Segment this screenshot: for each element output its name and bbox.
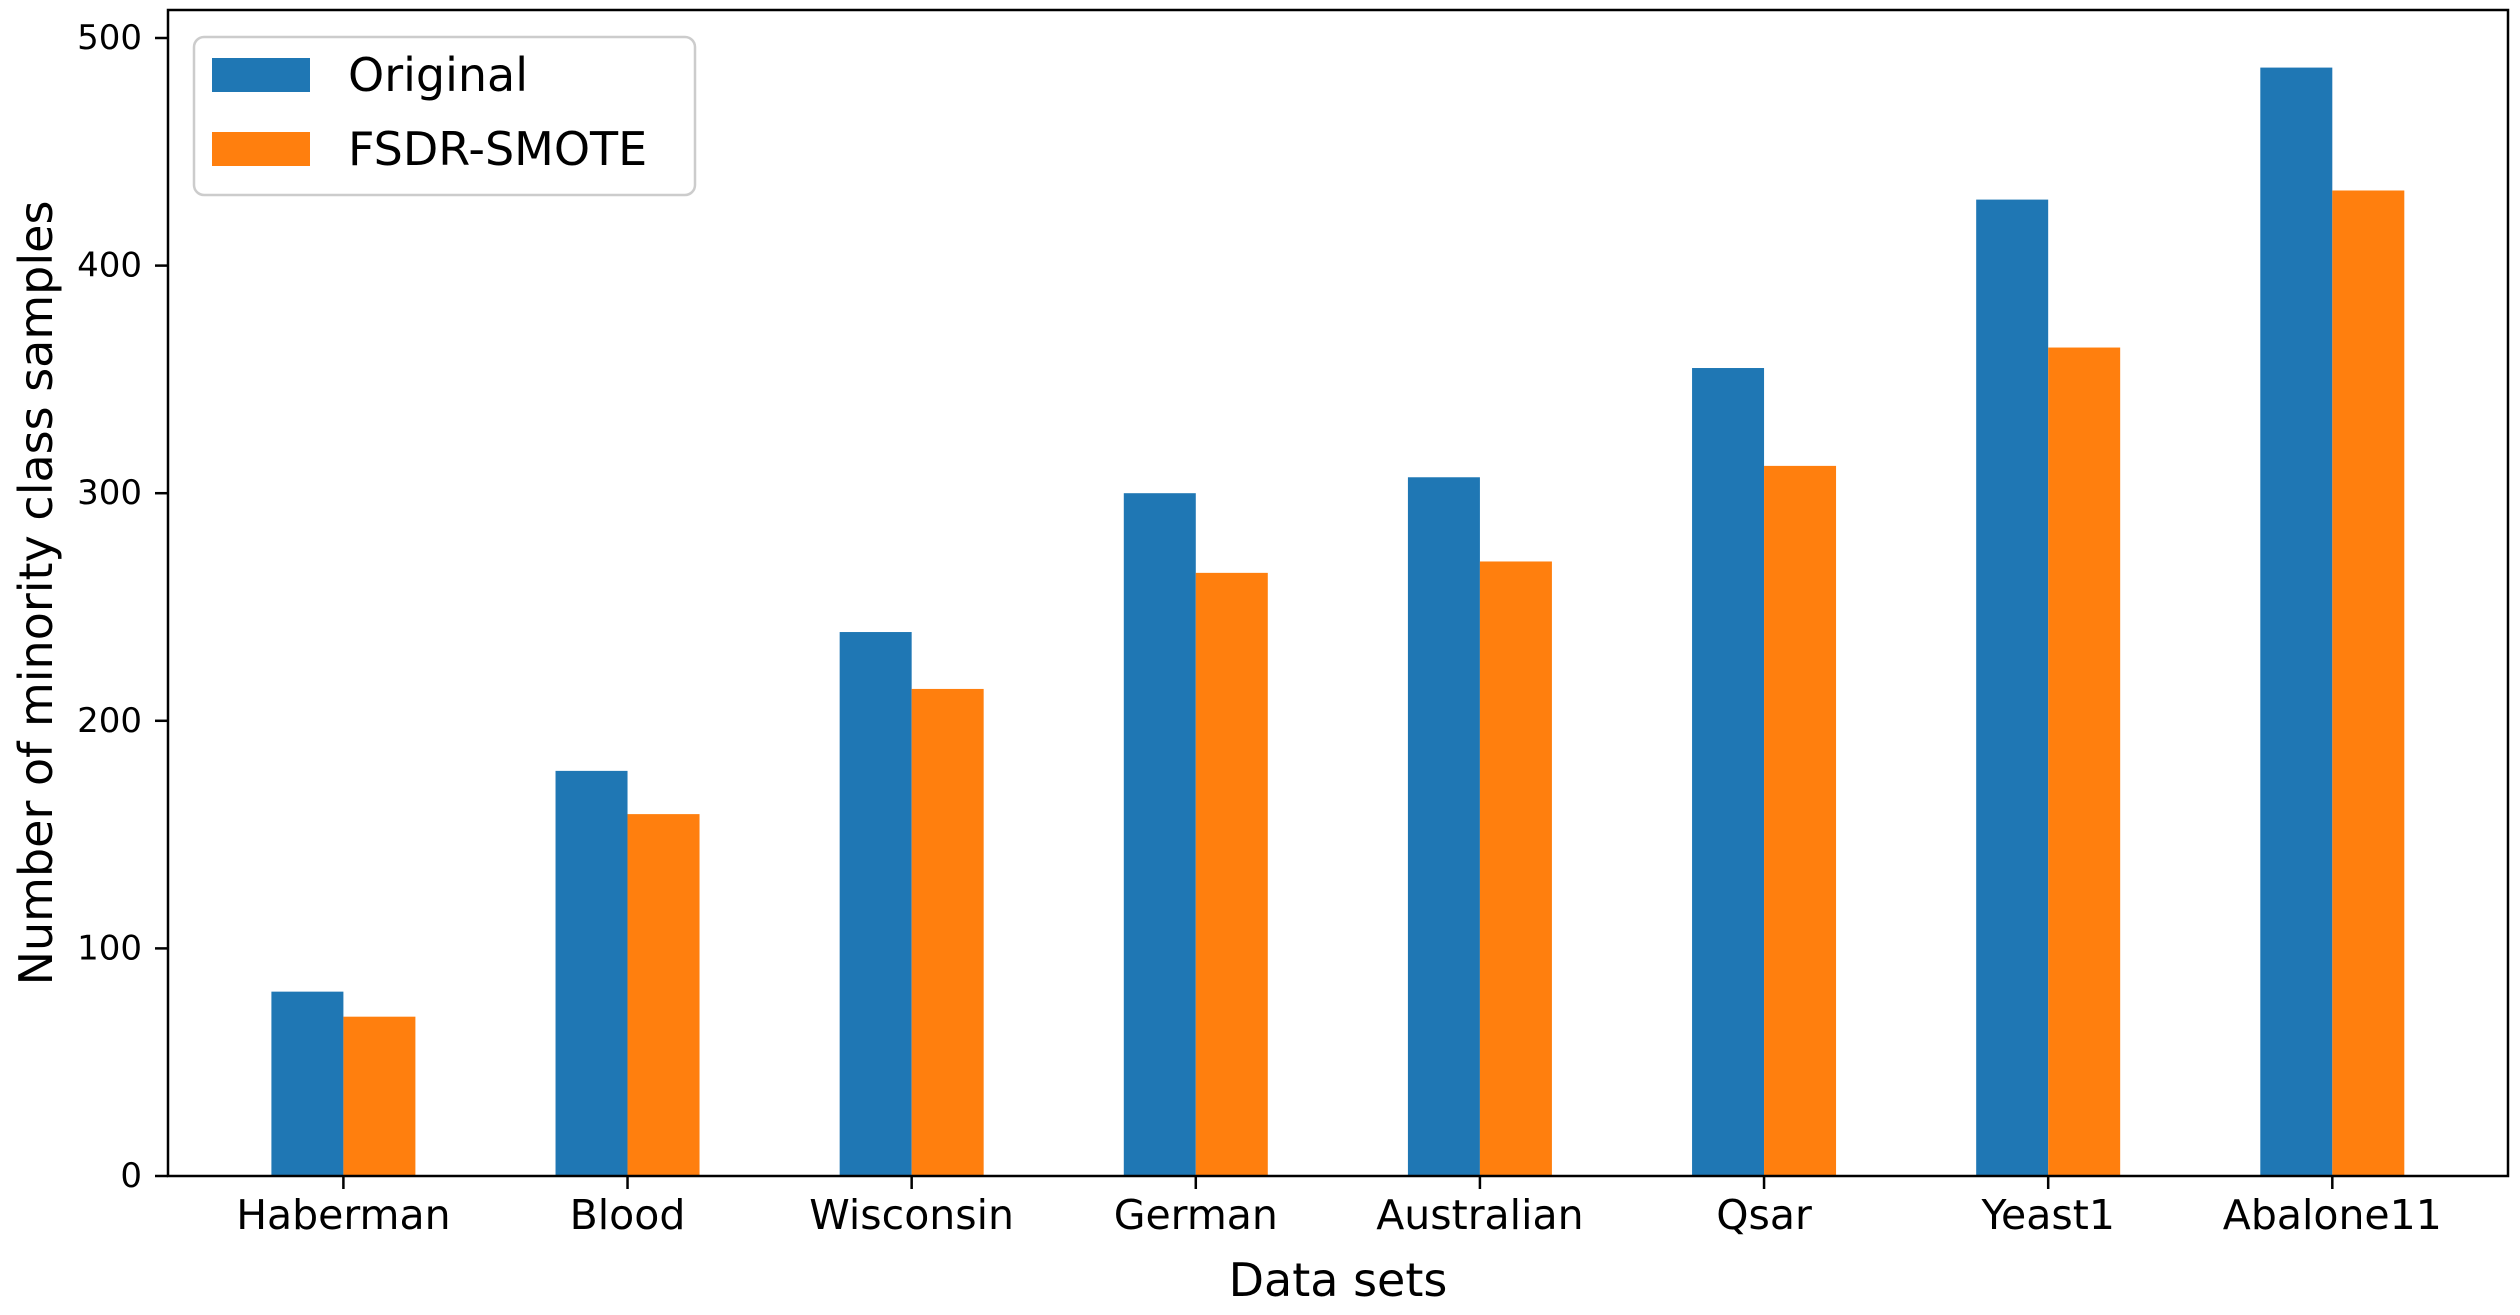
- y-axis-label: Number of minority class samples: [9, 201, 63, 986]
- bar-fsdr-smote-qsar: [1764, 465, 1837, 1176]
- bar-original-blood: [555, 770, 628, 1176]
- bar-original-qsar: [1692, 368, 1765, 1176]
- x-tick-label-blood: Blood: [570, 1191, 686, 1239]
- legend-swatch-original: [212, 58, 310, 92]
- legend-box: [192, 35, 697, 197]
- axes-group: 0 100 200 300 400 500 Haberman Blood Wisconsin Ge…: [77, 8, 2510, 1239]
- x-tick-label-yeast1: Yeast1: [1980, 1191, 2114, 1239]
- bar-fsdr-smote-australian: [1479, 561, 1552, 1176]
- bar-original-german: [1123, 493, 1196, 1176]
- x-tick-label-abalone11: Abalone11: [2223, 1191, 2442, 1239]
- x-tick-label-qsar: Qsar: [1716, 1191, 1812, 1239]
- bar-original-haberman: [271, 991, 344, 1176]
- y-tick-label-200: 200: [77, 701, 142, 741]
- legend-label-fsdr-smote: FSDR-SMOTE: [348, 122, 647, 176]
- bar-fsdr-smote-blood: [627, 814, 700, 1176]
- bar-original-wisconsin: [839, 632, 912, 1176]
- legend-swatch-fsdr-smote: [212, 132, 310, 166]
- bar-fsdr-smote-haberman: [343, 1016, 416, 1176]
- x-tick-label-australian: Australian: [1376, 1191, 1583, 1239]
- x-tick-label-haberman: Haberman: [236, 1191, 450, 1239]
- bar-fsdr-smote-abalone11: [2332, 190, 2405, 1176]
- bar-original-australian: [1407, 477, 1480, 1176]
- x-tick-label-wisconsin: Wisconsin: [809, 1191, 1014, 1239]
- x-axis-label: Data sets: [1229, 1253, 1448, 1307]
- bar-fsdr-smote-yeast1: [2048, 347, 2121, 1176]
- plot-frame: [166, 8, 2510, 1178]
- bars-group: [271, 67, 2405, 1176]
- y-tick-label-500: 500: [77, 18, 142, 58]
- legend: Original FSDR-SMOTE: [192, 35, 697, 197]
- y-tick-label-400: 400: [77, 246, 142, 286]
- bar-original-abalone11: [2260, 67, 2333, 1176]
- legend-label-original: Original: [348, 48, 528, 102]
- y-tick-label-0: 0: [120, 1156, 142, 1196]
- y-tick-label-300: 300: [77, 473, 142, 513]
- bar-original-yeast1: [1976, 199, 2049, 1176]
- bar-fsdr-smote-german: [1195, 572, 1268, 1176]
- bar-fsdr-smote-wisconsin: [911, 688, 984, 1176]
- y-tick-label-100: 100: [77, 928, 142, 968]
- x-tick-label-german: German: [1114, 1191, 1278, 1239]
